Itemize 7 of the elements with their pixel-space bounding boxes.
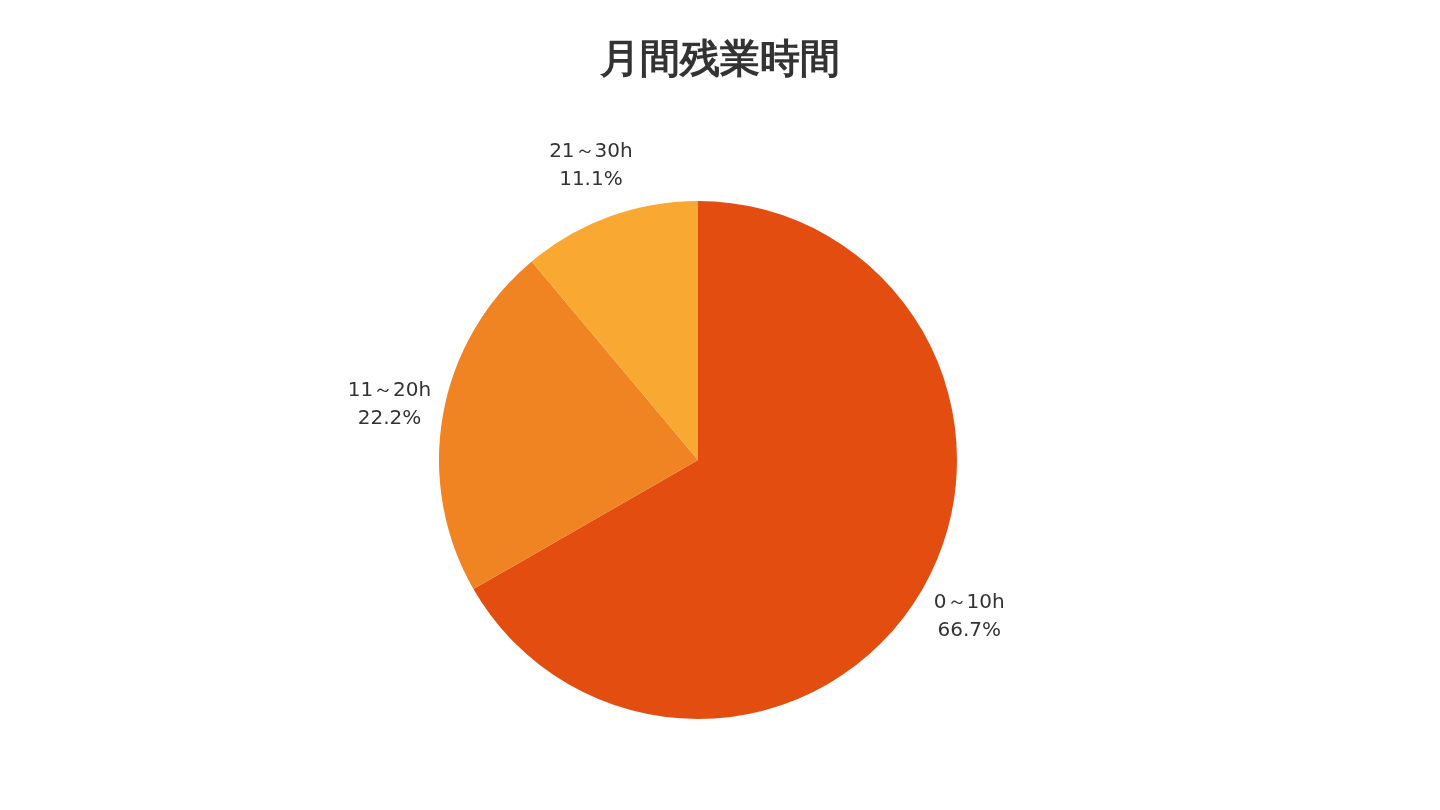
slice-label: 21～30h [549, 137, 633, 162]
chart-title: 月間残業時間 [599, 34, 841, 83]
data-label: 11.1% [559, 165, 623, 190]
slice-label: 11～20h [347, 377, 432, 402]
data-label: 66.7% [937, 617, 1002, 642]
slice-label: 0～10h [933, 589, 1005, 614]
data-label: 22.2% [357, 405, 422, 430]
